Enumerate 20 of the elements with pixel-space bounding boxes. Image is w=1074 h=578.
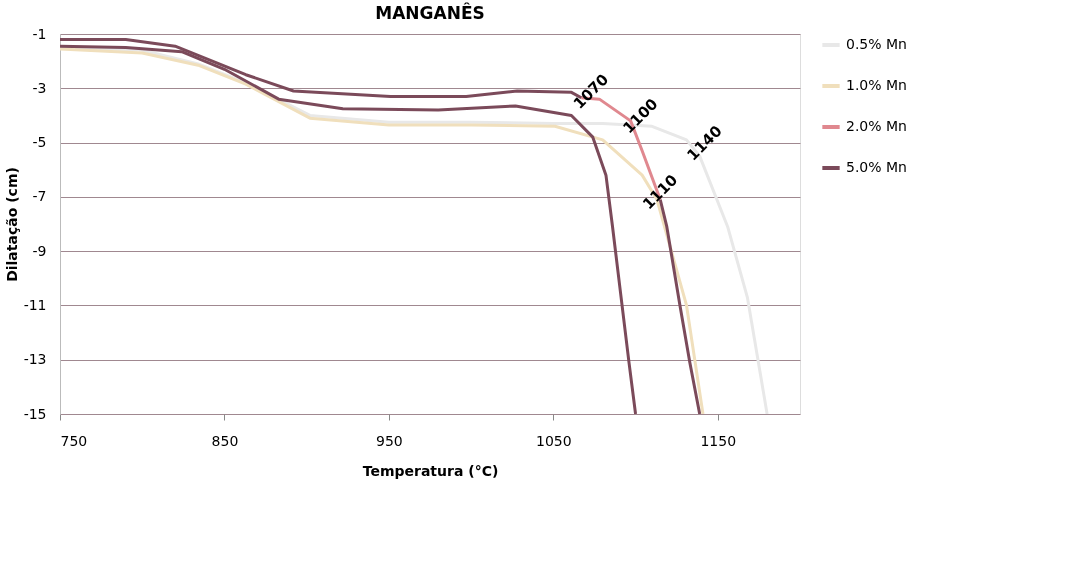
y-tick-label: -13 xyxy=(23,351,47,368)
x-tick-label: 950 xyxy=(376,432,403,449)
y-tick-label: -7 xyxy=(32,188,47,205)
legend-label: 1.0% Mn xyxy=(846,77,907,93)
x-tick-label: 750 xyxy=(60,432,88,449)
legend-label: 2.0% Mn xyxy=(846,118,907,134)
x-axis-title: Temperatura (°C) xyxy=(362,462,499,479)
y-tick-label: -11 xyxy=(23,296,47,313)
legend-label: 0.5% Mn xyxy=(846,36,907,52)
y-tick-label: -15 xyxy=(23,405,47,422)
chart-title: MANGANÊS xyxy=(375,2,485,23)
x-tick-label: 850 xyxy=(211,432,239,449)
x-tick-label: 1050 xyxy=(536,432,572,449)
y-tick-label: -9 xyxy=(32,242,47,259)
legend-label: 5.0% Mn xyxy=(846,159,907,175)
y-tick-label: -3 xyxy=(32,79,47,96)
y-tick-label: -1 xyxy=(32,25,47,42)
y-tick-label: -5 xyxy=(32,134,47,151)
y-axis-title: Dilatação (cm) xyxy=(3,167,20,282)
x-tick-label: 1150 xyxy=(700,432,737,449)
